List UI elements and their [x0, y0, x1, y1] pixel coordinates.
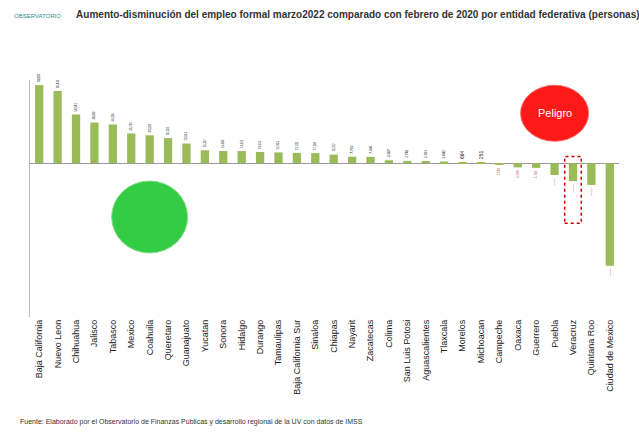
svg-text:3,507: 3,507 [387, 149, 391, 157]
svg-text:93,833: 93,833 [37, 73, 41, 82]
svg-text:San Luis Potosi: San Luis Potosi [402, 320, 412, 383]
svg-text:-21,595: -21,595 [572, 184, 575, 193]
svg-text:-26,218: -26,218 [590, 187, 593, 196]
svg-text:30,131: 30,131 [166, 126, 170, 135]
svg-text:-14,305: -14,305 [553, 177, 556, 186]
svg-text:14,561: 14,561 [240, 139, 244, 148]
svg-text:Aumento-disminución del empleo: Aumento-disminución del empleo formal ma… [76, 9, 639, 20]
svg-text:Sinaloa: Sinaloa [310, 320, 320, 350]
svg-text:2,042: 2,042 [442, 150, 446, 158]
svg-text:Tamaulipas: Tamaulipas [273, 319, 283, 365]
svg-text:251: 251 [479, 151, 484, 159]
svg-text:15,417: 15,417 [203, 139, 207, 148]
svg-text:Oaxaca: Oaxaca [513, 320, 523, 351]
svg-text:48,810: 48,810 [92, 111, 96, 120]
svg-text:Coahuila: Coahuila [145, 320, 155, 356]
svg-text:Chihuahua: Chihuahua [71, 320, 81, 364]
svg-text:14,584: 14,584 [221, 139, 225, 148]
svg-text:-5,708: -5,708 [534, 171, 538, 180]
svg-text:-123,516: -123,516 [609, 268, 612, 277]
svg-text:35,736: 35,736 [129, 122, 133, 131]
svg-text:Tabasco: Tabasco [108, 320, 118, 354]
svg-text:Zacatecas: Zacatecas [365, 319, 375, 361]
svg-text:58,581: 58,581 [74, 103, 78, 112]
svg-text:2,742: 2,742 [405, 150, 409, 158]
svg-text:Michoacan: Michoacan [476, 320, 486, 364]
svg-text:12,904: 12,904 [276, 141, 280, 150]
svg-text:Campeche: Campeche [494, 320, 504, 364]
svg-text:Peligro: Peligro [538, 107, 572, 119]
svg-text:Durango: Durango [255, 320, 265, 355]
svg-text:Nuevo Leon: Nuevo Leon [53, 320, 63, 369]
svg-text:664: 664 [460, 151, 465, 159]
svg-text:Ciudad de Mexico: Ciudad de Mexico [605, 320, 615, 392]
svg-text:7,716: 7,716 [350, 145, 354, 153]
svg-text:Puebla: Puebla [550, 320, 560, 348]
svg-text:Colima: Colima [384, 320, 394, 348]
svg-text:Baja California: Baja California [34, 320, 44, 379]
svg-text:Jalisco: Jalisco [89, 320, 99, 348]
svg-text:Mexico: Mexico [126, 320, 136, 349]
svg-text:Guerrero: Guerrero [531, 320, 541, 356]
svg-text:46,536: 46,536 [111, 113, 115, 122]
svg-text:23,604: 23,604 [184, 132, 188, 141]
svg-text:Sonora: Sonora [218, 320, 228, 349]
svg-text:86,841: 86,841 [56, 79, 60, 88]
svg-text:33,509: 33,509 [148, 124, 152, 133]
svg-text:Guanajuato: Guanajuato [181, 320, 191, 367]
svg-text:Chiapas: Chiapas [329, 319, 339, 353]
svg-text:-5,099: -5,099 [516, 170, 520, 179]
svg-text:12,311: 12,311 [295, 141, 299, 150]
svg-text:Nayarit: Nayarit [347, 319, 357, 348]
svg-text:-1,693: -1,693 [497, 168, 501, 177]
svg-text:Veracruz: Veracruz [568, 319, 578, 355]
svg-text:7,646: 7,646 [369, 145, 373, 153]
svg-text:Tlaxcala: Tlaxcala [439, 320, 449, 354]
svg-text:2,691: 2,691 [424, 150, 428, 158]
svg-text:Aguascalientes: Aguascalientes [421, 319, 431, 381]
svg-text:OBSERVATORIO: OBSERVATORIO [14, 13, 61, 19]
svg-text:Queretaro: Queretaro [163, 320, 173, 361]
svg-text:Morelos: Morelos [457, 319, 467, 352]
svg-text:Fuente: Elaborado por el Obser: Fuente: Elaborado por el Observatorio de… [20, 418, 363, 426]
svg-text:13,462: 13,462 [258, 140, 262, 149]
svg-text:12,109: 12,109 [313, 141, 317, 150]
svg-text:10,262: 10,262 [332, 143, 336, 152]
svg-text:Baja California Sur: Baja California Sur [292, 320, 302, 395]
svg-text:Hidalgo: Hidalgo [237, 320, 247, 351]
svg-text:Quintana Roo: Quintana Roo [586, 320, 596, 376]
svg-text:Yucatan: Yucatan [200, 320, 210, 353]
